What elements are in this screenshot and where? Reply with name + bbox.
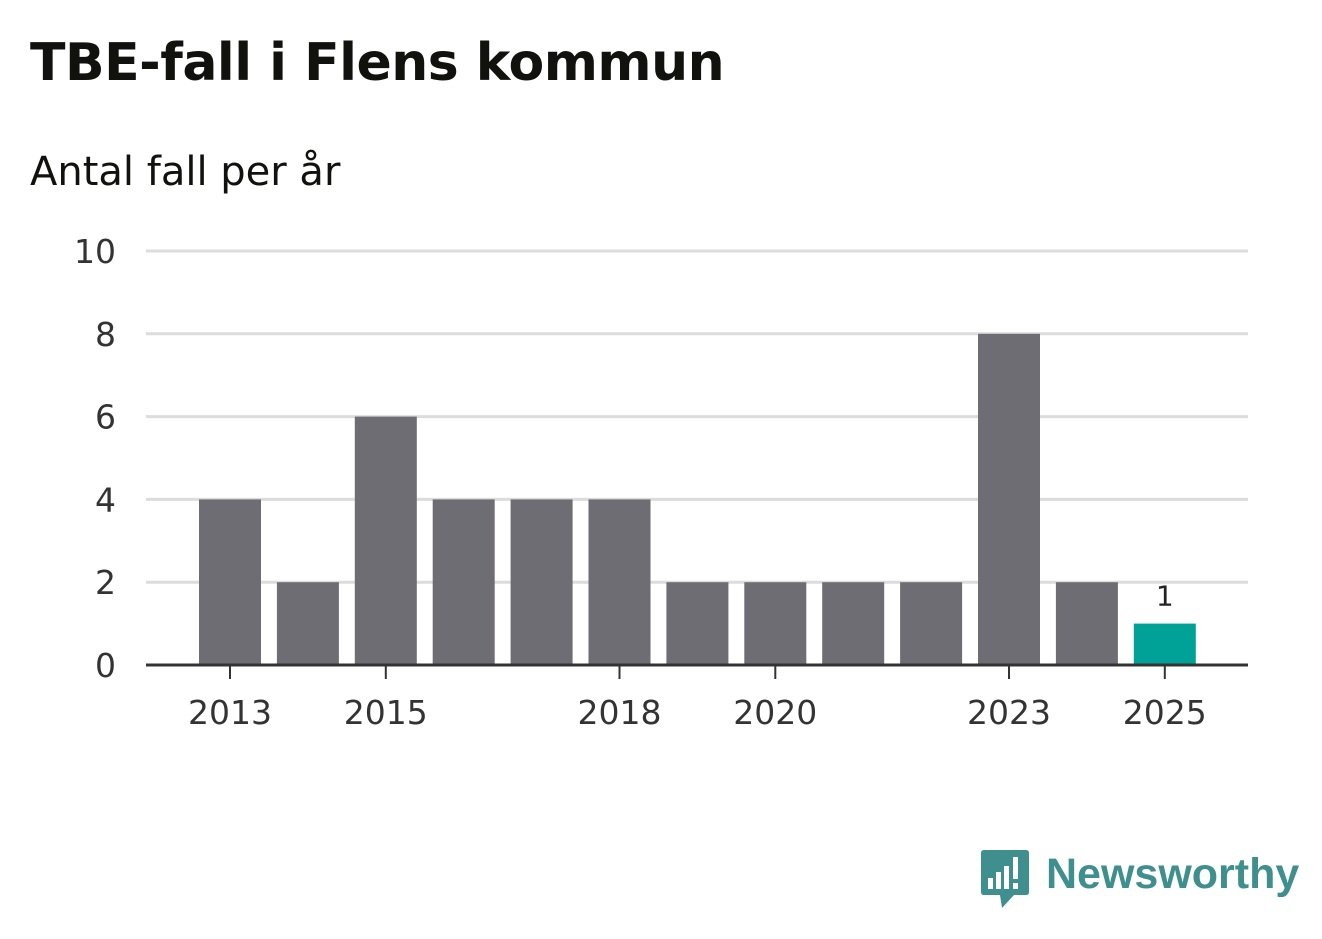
x-tick-label-2013: 2013 [188, 693, 272, 732]
y-tick-label-4: 4 [95, 480, 116, 519]
bar-2023 [978, 333, 1040, 665]
bar-2018 [588, 499, 651, 665]
y-tick-label-2: 2 [95, 563, 116, 602]
gridlines [146, 249, 1248, 584]
newsworthy-logo-text: Newsworthy [1046, 850, 1300, 898]
chart-title: TBE-fall i Flens kommun [30, 33, 725, 93]
bar-2020 [744, 582, 807, 665]
y-tick-label-0: 0 [95, 646, 116, 685]
bar-2022 [900, 582, 963, 665]
bar-2013 [199, 499, 261, 665]
x-tick-label-2018: 2018 [578, 693, 662, 732]
y-tick-label-8: 8 [95, 315, 116, 354]
bar-2021 [822, 582, 885, 665]
x-tick-label-2015: 2015 [344, 693, 428, 732]
data-label-2025: 1 [1156, 580, 1174, 613]
bar-2019 [666, 582, 729, 665]
bar-2017 [510, 499, 573, 665]
bars [199, 333, 1196, 665]
bar-2025 [1133, 623, 1196, 665]
x-tick-label-2025: 2025 [1123, 693, 1207, 732]
x-tick-label-2020: 2020 [733, 693, 817, 732]
y-axis-ticks: 0 2 4 6 8 10 [74, 232, 116, 685]
x-axis-ticks: 2013 2015 2018 2020 2023 2025 [188, 665, 1207, 732]
y-tick-label-6: 6 [95, 398, 116, 437]
data-labels: 1 [1156, 580, 1174, 613]
bar-2015 [354, 416, 417, 665]
bar-2016 [432, 499, 495, 665]
newsworthy-logo-icon [981, 850, 1029, 908]
bar-chart: 0 2 4 6 8 10 2013 2015 2018 2020 2023 2025 1 [74, 232, 1248, 732]
x-tick-label-2023: 2023 [967, 693, 1051, 732]
y-tick-label-10: 10 [74, 232, 116, 271]
bar-2024 [1055, 582, 1118, 665]
bar-2014 [276, 582, 339, 665]
newsworthy-logo: Newsworthy [980, 848, 1299, 910]
chart-subtitle: Antal fall per år [30, 149, 341, 195]
